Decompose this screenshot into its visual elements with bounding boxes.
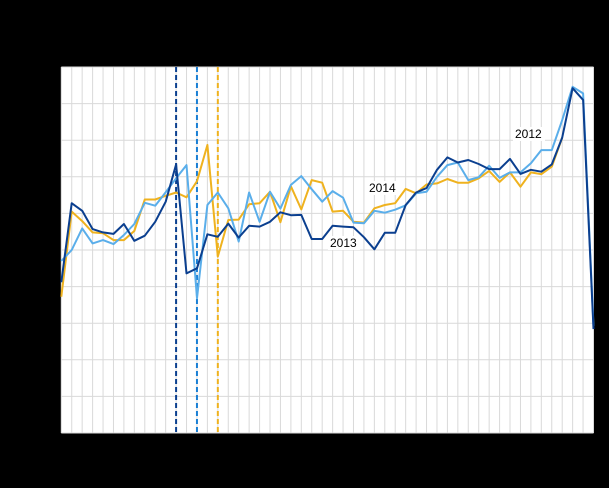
series-lines [60,85,595,330]
event-markers [175,67,219,433]
series-line-2012 [60,85,595,327]
gridlines [60,66,594,434]
series-label-2012: 2012 [515,127,542,141]
series-line-2013 [60,87,595,330]
series-label-background [367,181,399,195]
series-label-2013: 2013 [330,236,357,250]
series-label-2014: 2014 [369,181,396,195]
series-label-background [328,236,360,250]
series-line-2014 [60,137,564,297]
series-labels: 2012 2013 2014 [328,127,545,250]
series-label-background [513,127,545,141]
